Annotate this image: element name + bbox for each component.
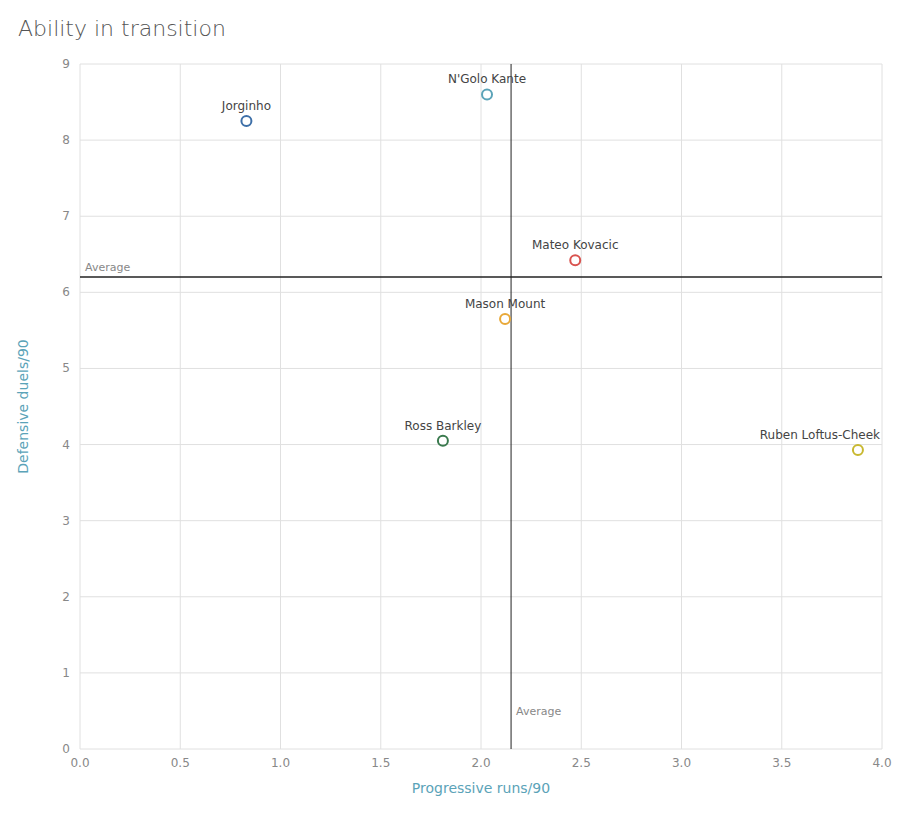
point-label: Ruben Loftus-Cheek xyxy=(760,428,880,442)
points xyxy=(241,89,863,454)
grid-line-y xyxy=(80,520,882,521)
y-tick-label: 8 xyxy=(62,133,70,147)
average-label: Average xyxy=(516,705,561,718)
average-label: Average xyxy=(85,261,130,274)
x-tick-label: 4.0 xyxy=(872,756,891,770)
x-tick-label: 2.5 xyxy=(572,756,591,770)
y-tick-label: 3 xyxy=(62,514,70,528)
point-label: Ross Barkley xyxy=(405,419,482,433)
point xyxy=(241,116,251,126)
tick-labels: 0.0 0.5 1.0 1.5 2.0 2.5 3.0 3.5 4.0 0 1 2 3 4 5 6 7 8 9 xyxy=(62,57,891,770)
x-tick-label: 3.5 xyxy=(772,756,791,770)
y-axis-label: Defensive duels/90 xyxy=(15,339,31,473)
y-tick-label: 0 xyxy=(62,742,70,756)
x-tick-label: 1.5 xyxy=(371,756,390,770)
y-tick-label: 5 xyxy=(62,361,70,375)
point xyxy=(482,89,492,99)
grid-line-x xyxy=(581,64,582,749)
grid-line-y xyxy=(80,444,882,445)
point xyxy=(500,314,510,324)
x-axis-label: Progressive runs/90 xyxy=(412,780,550,796)
x-tick-label: 3.0 xyxy=(672,756,691,770)
point-labels: Jorginho N'Golo Kante Mateo Kovacic Mason M… xyxy=(221,72,880,441)
grid-line-y xyxy=(80,368,882,369)
average-line-x xyxy=(511,64,512,749)
plot-area xyxy=(80,64,882,749)
average-line-y xyxy=(80,276,882,278)
x-tick-label: 0.0 xyxy=(70,756,89,770)
x-tick-label: 1.0 xyxy=(271,756,290,770)
chart: Ability in transition 0.0 0.5 1.0 1.5 2.0 2.5 3… xyxy=(0,0,906,813)
y-tick-label: 9 xyxy=(62,57,70,71)
grid-line-x xyxy=(481,64,482,749)
grid-line-y xyxy=(80,64,882,65)
x-tick-label: 0.5 xyxy=(171,756,190,770)
point-label: Mateo Kovacic xyxy=(532,238,619,252)
grid-line-x xyxy=(380,64,381,749)
y-tick-label: 2 xyxy=(62,590,70,604)
grid-line-y xyxy=(80,672,882,673)
y-tick-label: 1 xyxy=(62,666,70,680)
point xyxy=(438,436,448,446)
grid-line-x xyxy=(180,64,181,749)
point-label: Mason Mount xyxy=(465,297,546,311)
grid-line-x xyxy=(80,64,81,749)
title: Ability in transition xyxy=(18,16,226,41)
point-label: Jorginho xyxy=(221,99,271,113)
point-label: N'Golo Kante xyxy=(448,72,526,86)
y-tick-label: 7 xyxy=(62,209,70,223)
grid-line-y xyxy=(80,292,882,293)
grid-line-y xyxy=(80,596,882,597)
grid-line-x xyxy=(280,64,281,749)
reference-labels: Average Average xyxy=(85,261,561,718)
grid-line-x xyxy=(681,64,682,749)
point xyxy=(853,445,863,455)
y-tick-label: 6 xyxy=(62,285,70,299)
grid-line-y xyxy=(80,216,882,217)
grid-line-x xyxy=(781,64,782,749)
grid xyxy=(80,64,882,749)
grid-line-y xyxy=(80,749,882,750)
point xyxy=(570,255,580,265)
grid-line-y xyxy=(80,140,882,141)
y-tick-label: 4 xyxy=(62,438,70,452)
x-tick-label: 2.0 xyxy=(471,756,490,770)
grid-line-x xyxy=(882,64,883,749)
